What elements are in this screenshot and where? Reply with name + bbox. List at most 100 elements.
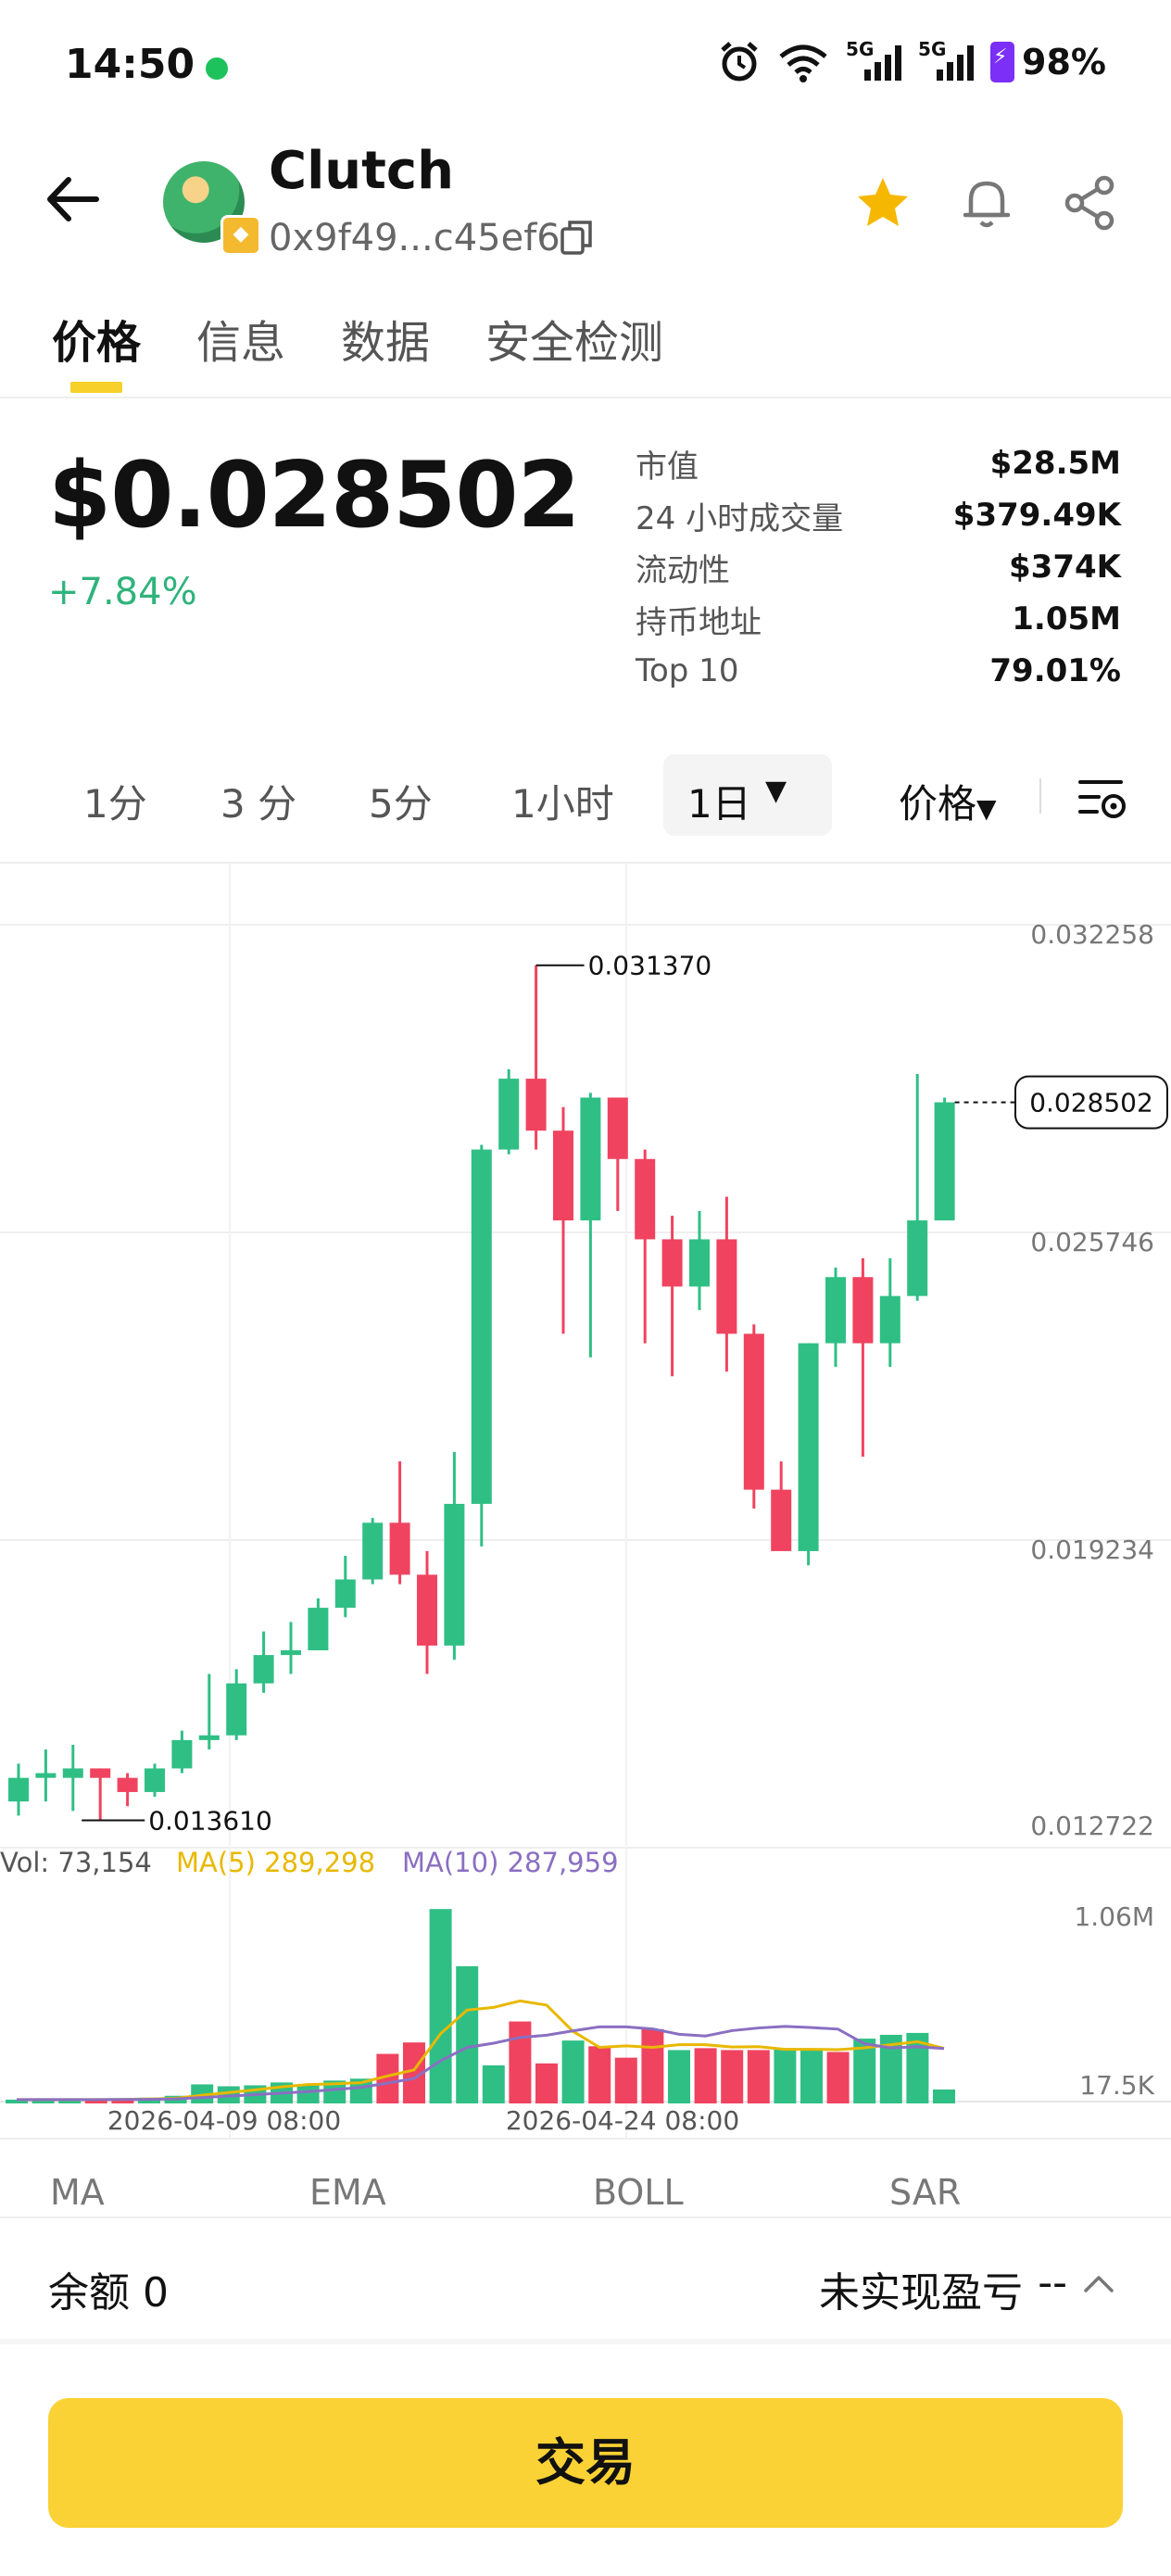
status-time: 14:50	[65, 41, 195, 88]
candle	[253, 1631, 274, 1693]
candle	[334, 1556, 356, 1618]
balance-divider	[0, 2339, 1171, 2344]
tab-security-check[interactable]: 安全检测	[485, 317, 664, 369]
dropdown-caret-icon: ▼	[976, 793, 997, 824]
candle-body	[362, 1522, 384, 1580]
candle-body	[580, 1097, 601, 1221]
candle	[716, 1196, 737, 1372]
indicator-sar[interactable]: SAR	[889, 2172, 962, 2213]
volume-bar	[31, 2099, 55, 2103]
candle	[471, 1144, 492, 1547]
candle-body	[334, 1579, 356, 1609]
copy-icon[interactable]	[560, 219, 593, 256]
volume-bar	[800, 2050, 823, 2103]
current-price-tag-label: 0.028502	[1029, 1088, 1153, 1118]
candle	[171, 1730, 193, 1774]
tab-info[interactable]: 信息	[196, 317, 286, 369]
price-chart[interactable]: 0.032258 0.025746 0.019234 0.012722 0.03…	[0, 864, 1171, 2152]
volume-bars	[6, 1909, 955, 2103]
interval-1m[interactable]: 1分	[83, 781, 147, 827]
balance-label: 余额 0	[48, 2269, 169, 2317]
share-icon[interactable]	[1058, 170, 1123, 235]
interval-1d-selector[interactable]	[663, 754, 832, 836]
stat-liquidity: 流动性 $374K	[636, 541, 1121, 593]
favorite-star-icon[interactable]	[850, 170, 915, 235]
signal-icon-1: 5G	[846, 38, 902, 81]
candle-body	[117, 1777, 138, 1792]
volume-ma5-label: MA(5) 289,298	[176, 1847, 375, 1878]
low-price-label: 0.013610	[148, 1806, 272, 1837]
volume-ma10-line	[17, 2025, 945, 2102]
token-stats: 市值 $28.5M 24 小时成交量 $379.49K 流动性 $374K 持币…	[636, 437, 1121, 697]
candle	[498, 1068, 520, 1155]
candle	[525, 965, 547, 1150]
candle	[308, 1597, 329, 1650]
volume-bar	[482, 2065, 505, 2103]
candle	[90, 1768, 111, 1821]
candle	[35, 1749, 57, 1802]
active-tab-indicator	[70, 382, 122, 393]
volume-y-tick: 1.06M	[1074, 1901, 1154, 1932]
token-address[interactable]: 0x9f49...c45ef6	[269, 217, 560, 259]
chart-annotations: 0.031370 0.013610 0.028502	[82, 951, 1168, 1837]
candle-body	[226, 1683, 247, 1736]
price-type-label: 价格	[899, 781, 977, 827]
candle-body	[281, 1649, 301, 1656]
back-arrow-icon[interactable]	[41, 167, 106, 232]
y-tick-label: 0.019234	[1030, 1534, 1154, 1565]
candle-body	[607, 1097, 628, 1159]
indicator-ma[interactable]: MA	[50, 2172, 105, 2213]
stat-label: Top 10	[636, 652, 739, 689]
volume-bar	[6, 2099, 28, 2103]
candle-body	[852, 1277, 874, 1344]
stat-24h-volume: 24 小时成交量 $379.49K	[636, 489, 1121, 541]
volume-bar	[747, 2050, 770, 2103]
current-price: $0.028502	[48, 443, 581, 549]
battery-icon	[990, 42, 1015, 82]
bell-icon[interactable]	[954, 170, 1019, 235]
volume-bar	[561, 2040, 585, 2103]
stat-value: $379.49K	[952, 497, 1121, 534]
tabs-divider	[0, 397, 1171, 398]
candle	[117, 1773, 138, 1807]
network-type-1: 5G	[846, 38, 875, 60]
candlestick-series	[8, 965, 955, 1821]
candle	[635, 1149, 656, 1344]
chevron-up-icon[interactable]	[1080, 2267, 1117, 2300]
volume-bar	[614, 2057, 637, 2103]
trade-button[interactable]: 交易	[48, 2398, 1123, 2528]
stat-holders: 持币地址 1.05M	[636, 593, 1121, 645]
candle-body	[879, 1295, 900, 1344]
dropdown-caret-icon: ▼	[765, 775, 787, 807]
interval-1h[interactable]: 1小时	[511, 781, 614, 827]
tab-data[interactable]: 数据	[341, 317, 431, 369]
indicator-ema[interactable]: EMA	[309, 2172, 386, 2213]
chart-settings-icon[interactable]	[1075, 771, 1130, 825]
candle	[62, 1744, 83, 1812]
y-tick-label: 0.025746	[1030, 1227, 1154, 1257]
interval-divider	[1039, 778, 1041, 814]
interval-5m[interactable]: 5分	[369, 781, 433, 827]
indicator-boll[interactable]: BOLL	[593, 2172, 684, 2213]
price-type-dropdown[interactable]: 价格▼	[899, 773, 997, 829]
candle	[580, 1092, 601, 1357]
candle	[661, 1215, 683, 1377]
battery-level: 98%	[1022, 42, 1106, 82]
stat-value: $374K	[1009, 549, 1121, 586]
candle	[934, 1097, 955, 1221]
volume-label: Vol: 73,154	[0, 1847, 152, 1878]
volume-bar	[535, 2063, 558, 2103]
candle-body	[635, 1158, 656, 1240]
volume-bar	[58, 2099, 82, 2103]
stat-label: 24 小时成交量	[636, 499, 844, 537]
candle-body	[907, 1220, 928, 1296]
interval-3m[interactable]: 3 分	[220, 781, 297, 827]
interval-bar: 1分 3 分 5分 1小时 1日 ▼ 价格▼	[0, 754, 1171, 841]
candle	[771, 1461, 792, 1551]
candle-body	[661, 1239, 683, 1287]
volume-bar	[84, 2099, 107, 2103]
volume-bar	[111, 2098, 134, 2103]
volume-bar	[694, 2048, 717, 2103]
candle	[852, 1257, 874, 1457]
tab-price[interactable]: 价格	[52, 317, 142, 369]
